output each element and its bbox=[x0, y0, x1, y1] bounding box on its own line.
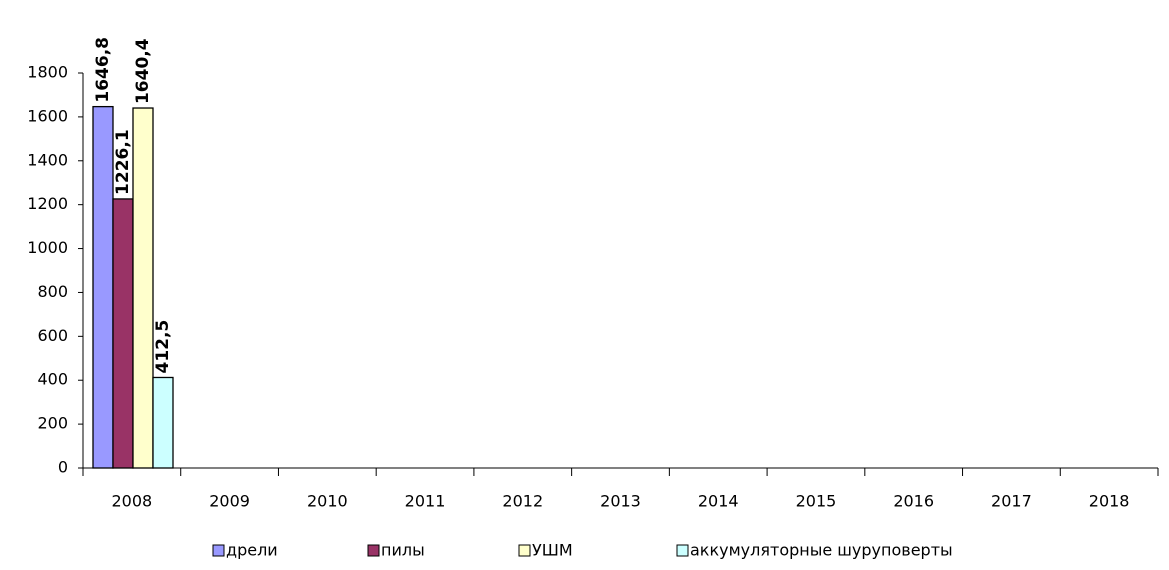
legend-label: УШМ bbox=[532, 541, 573, 560]
x-tick-label: 2008 bbox=[112, 492, 153, 511]
bar bbox=[112, 198, 134, 469]
y-tick-label: 400 bbox=[37, 370, 68, 389]
legend-label: пилы bbox=[381, 541, 425, 560]
legend-swatch bbox=[676, 544, 689, 557]
y-tick-label: 1000 bbox=[27, 238, 68, 257]
x-tick-label: 2009 bbox=[209, 492, 250, 511]
x-tick-label: 2017 bbox=[991, 492, 1032, 511]
x-tick-label: 2011 bbox=[405, 492, 446, 511]
legend-swatch bbox=[367, 544, 380, 557]
value-label: 1640,4 bbox=[133, 38, 153, 104]
y-tick-label: 1800 bbox=[27, 63, 68, 82]
y-tick-label: 800 bbox=[37, 282, 68, 301]
legend-swatch bbox=[212, 544, 225, 557]
x-tick-label: 2012 bbox=[502, 492, 543, 511]
legend-swatch bbox=[518, 544, 531, 557]
bar bbox=[132, 107, 154, 469]
x-tick-label: 2014 bbox=[698, 492, 739, 511]
bar bbox=[92, 105, 114, 469]
value-label: 1226,1 bbox=[113, 129, 133, 195]
x-tick-label: 2010 bbox=[307, 492, 348, 511]
y-tick-label: 0 bbox=[58, 458, 68, 477]
legend-label: дрели bbox=[226, 541, 278, 560]
y-tick-label: 200 bbox=[37, 414, 68, 433]
x-tick-label: 2018 bbox=[1089, 492, 1130, 511]
legend-label: аккумуляторные шуруповерты bbox=[690, 541, 953, 560]
bar bbox=[152, 376, 174, 469]
value-label: 1646,8 bbox=[93, 37, 113, 103]
x-tick-label: 2015 bbox=[796, 492, 837, 511]
x-tick-label: 2013 bbox=[600, 492, 641, 511]
y-tick-label: 1200 bbox=[27, 194, 68, 213]
y-tick-label: 1400 bbox=[27, 150, 68, 169]
value-label: 412,5 bbox=[153, 320, 173, 374]
y-tick-label: 1600 bbox=[27, 106, 68, 125]
y-tick-label: 600 bbox=[37, 326, 68, 345]
x-tick-label: 2016 bbox=[893, 492, 934, 511]
